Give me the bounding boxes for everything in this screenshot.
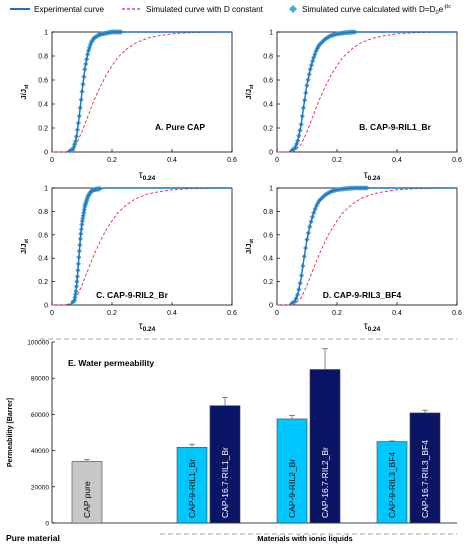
y-axis-label: J/Jst (19, 84, 30, 99)
y-tick-label: 0.4 (38, 102, 48, 109)
bar-category-label: CAP-9-RIL1_Br (187, 459, 197, 518)
y-tick-label: 0.6 (38, 78, 48, 85)
y-tick-label: 0 (269, 150, 273, 157)
y-tick-label: 1 (269, 186, 273, 193)
legend-simulated-calc-label: Simulated curve calculated with D=D0e-βc (302, 4, 451, 16)
permeability-bar-chart: 0 20000 40000 60000 80000 100000 Permeability … (6, 338, 457, 543)
bar-category-label: CAP-16.7-RIL1_Br (220, 447, 230, 518)
y-tick-label: 0.6 (263, 232, 273, 239)
bar (176, 447, 208, 524)
group-label-pure: Pure material (6, 533, 60, 543)
series-experimental (66, 31, 232, 153)
series-experimental (288, 187, 457, 306)
group-label-ionic: Materials with ionic liquids (257, 534, 352, 543)
x-tick-label: 0.4 (392, 310, 402, 317)
x-tick-label: 0.2 (107, 157, 117, 164)
plot-frame (51, 31, 233, 153)
y-tick-label: 0.8 (263, 54, 273, 61)
bar (71, 461, 103, 524)
y-tick-label: 0.8 (38, 209, 48, 216)
bar-category-label: CAP-16.7-RIL2_Br (320, 447, 330, 518)
y-tick-label: 0 (45, 521, 49, 528)
y-tick-label: 80000 (31, 376, 49, 383)
series-simulated-constant (277, 187, 458, 306)
y-tick-label: 1 (269, 30, 273, 37)
panel-label: B. CAP-9-RIL1_Br (359, 122, 431, 132)
y-tick-label: 0 (269, 303, 273, 310)
y-tick-label: 1 (44, 186, 48, 193)
bar (409, 412, 441, 524)
x-axis-label: τ0.24 (364, 170, 381, 182)
x-tick-label: 0.4 (167, 157, 177, 164)
y-tick-label: 0.2 (263, 126, 273, 133)
line-panel-3: 0 0.2 0.4 0.6 0 0.2 0.4 0.6 0.8 1 J/Jst τ0.24 C. CAP… (19, 186, 237, 334)
y-tick-label: 0.4 (263, 256, 273, 263)
y-tick-label: 0.6 (38, 232, 48, 239)
y-tick-label: 0.4 (263, 102, 273, 109)
legend-experimental-label: Experimental curve (34, 5, 105, 14)
y-axis-label: Permeability [Barrer] (7, 398, 14, 467)
series-simulated-calc (289, 185, 370, 306)
bar (209, 405, 241, 524)
panel-label: E. Water permeability (68, 358, 154, 368)
x-tick-label: 0.2 (332, 310, 342, 317)
y-tick-label: 0.2 (38, 279, 48, 286)
legend-simulated-constant-label: Simulated curve with D constant (146, 5, 264, 14)
x-tick-label: 0.6 (452, 310, 462, 317)
series-simulated-calc (67, 29, 124, 154)
y-tick-label: 0 (44, 150, 48, 157)
y-tick-label: 0.4 (38, 256, 48, 263)
y-tick-label: 0 (44, 303, 48, 310)
series-simulated-constant (277, 31, 458, 153)
y-axis-label: J/Jst (244, 84, 255, 99)
bar-category-label: CAP-9-RIL3_BF4 (387, 452, 397, 518)
series-simulated-calc (70, 185, 103, 305)
y-tick-label: 0.8 (38, 54, 48, 61)
x-tick-label: 0.6 (452, 157, 462, 164)
x-tick-label: 0.4 (392, 157, 402, 164)
x-axis-label: τ0.24 (139, 321, 156, 333)
y-tick-label: 1 (44, 30, 48, 37)
y-tick-label: 40000 (31, 448, 49, 455)
plot-frame (276, 187, 458, 306)
x-tick-label: 0.6 (227, 310, 237, 317)
x-tick-label: 0.6 (227, 157, 237, 164)
legend-simulated-calc-marker (289, 5, 297, 13)
series-simulated-constant (52, 31, 233, 153)
bar-category-label: CAP pure (82, 481, 92, 518)
line-panel-1: 0 0.2 0.4 0.6 0 0.2 0.4 0.6 0.8 1 J/Jst τ0.24 A. Pur… (19, 29, 237, 182)
y-axis-label: J/Jst (19, 239, 30, 254)
bar-category-label: CAP-9-RIL2_Br (287, 459, 297, 518)
y-tick-label: 0.8 (263, 209, 273, 216)
y-tick-label: 20000 (31, 484, 49, 491)
panel-label: C. CAP-9-RIL2_Br (96, 290, 168, 300)
panel-label: D. CAP-9-RIL3_BF4 (323, 290, 402, 300)
x-tick-label: 0 (50, 310, 54, 317)
x-axis-label: τ0.24 (139, 170, 156, 182)
y-axis-label: J/Jst (244, 239, 255, 254)
x-tick-label: 0.2 (107, 310, 117, 317)
x-tick-label: 0 (275, 157, 279, 164)
x-tick-label: 0.2 (332, 157, 342, 164)
y-tick-label: 100000 (27, 340, 49, 347)
x-tick-label: 0.4 (167, 310, 177, 317)
y-tick-label: 60000 (31, 412, 49, 419)
x-axis-label: τ0.24 (364, 321, 381, 333)
x-tick-label: 0 (50, 157, 54, 164)
legend: Experimental curve Simulated curve with … (10, 4, 451, 16)
line-panel-2: 0 0.2 0.4 0.6 0 0.2 0.4 0.6 0.8 1 J/Jst τ0.24 B. CAP… (244, 29, 462, 182)
y-tick-label: 0.2 (263, 279, 273, 286)
series-experimental (69, 187, 232, 306)
panel-label: A. Pure CAP (155, 122, 205, 132)
x-tick-label: 0 (275, 310, 279, 317)
y-tick-label: 0.6 (263, 78, 273, 85)
line-panels: 0 0.2 0.4 0.6 0 0.2 0.4 0.6 0.8 1 J/Jst τ0.24 A. Pur… (19, 29, 462, 334)
bar (376, 441, 408, 524)
y-tick-label: 0.2 (38, 126, 48, 133)
bar-category-label: CAP-16.7-RIL3_BF4 (420, 440, 430, 518)
series-experimental (288, 31, 457, 153)
line-panel-4: 0 0.2 0.4 0.6 0 0.2 0.4 0.6 0.8 1 J/Jst τ0.24 D. CAP… (244, 185, 462, 333)
